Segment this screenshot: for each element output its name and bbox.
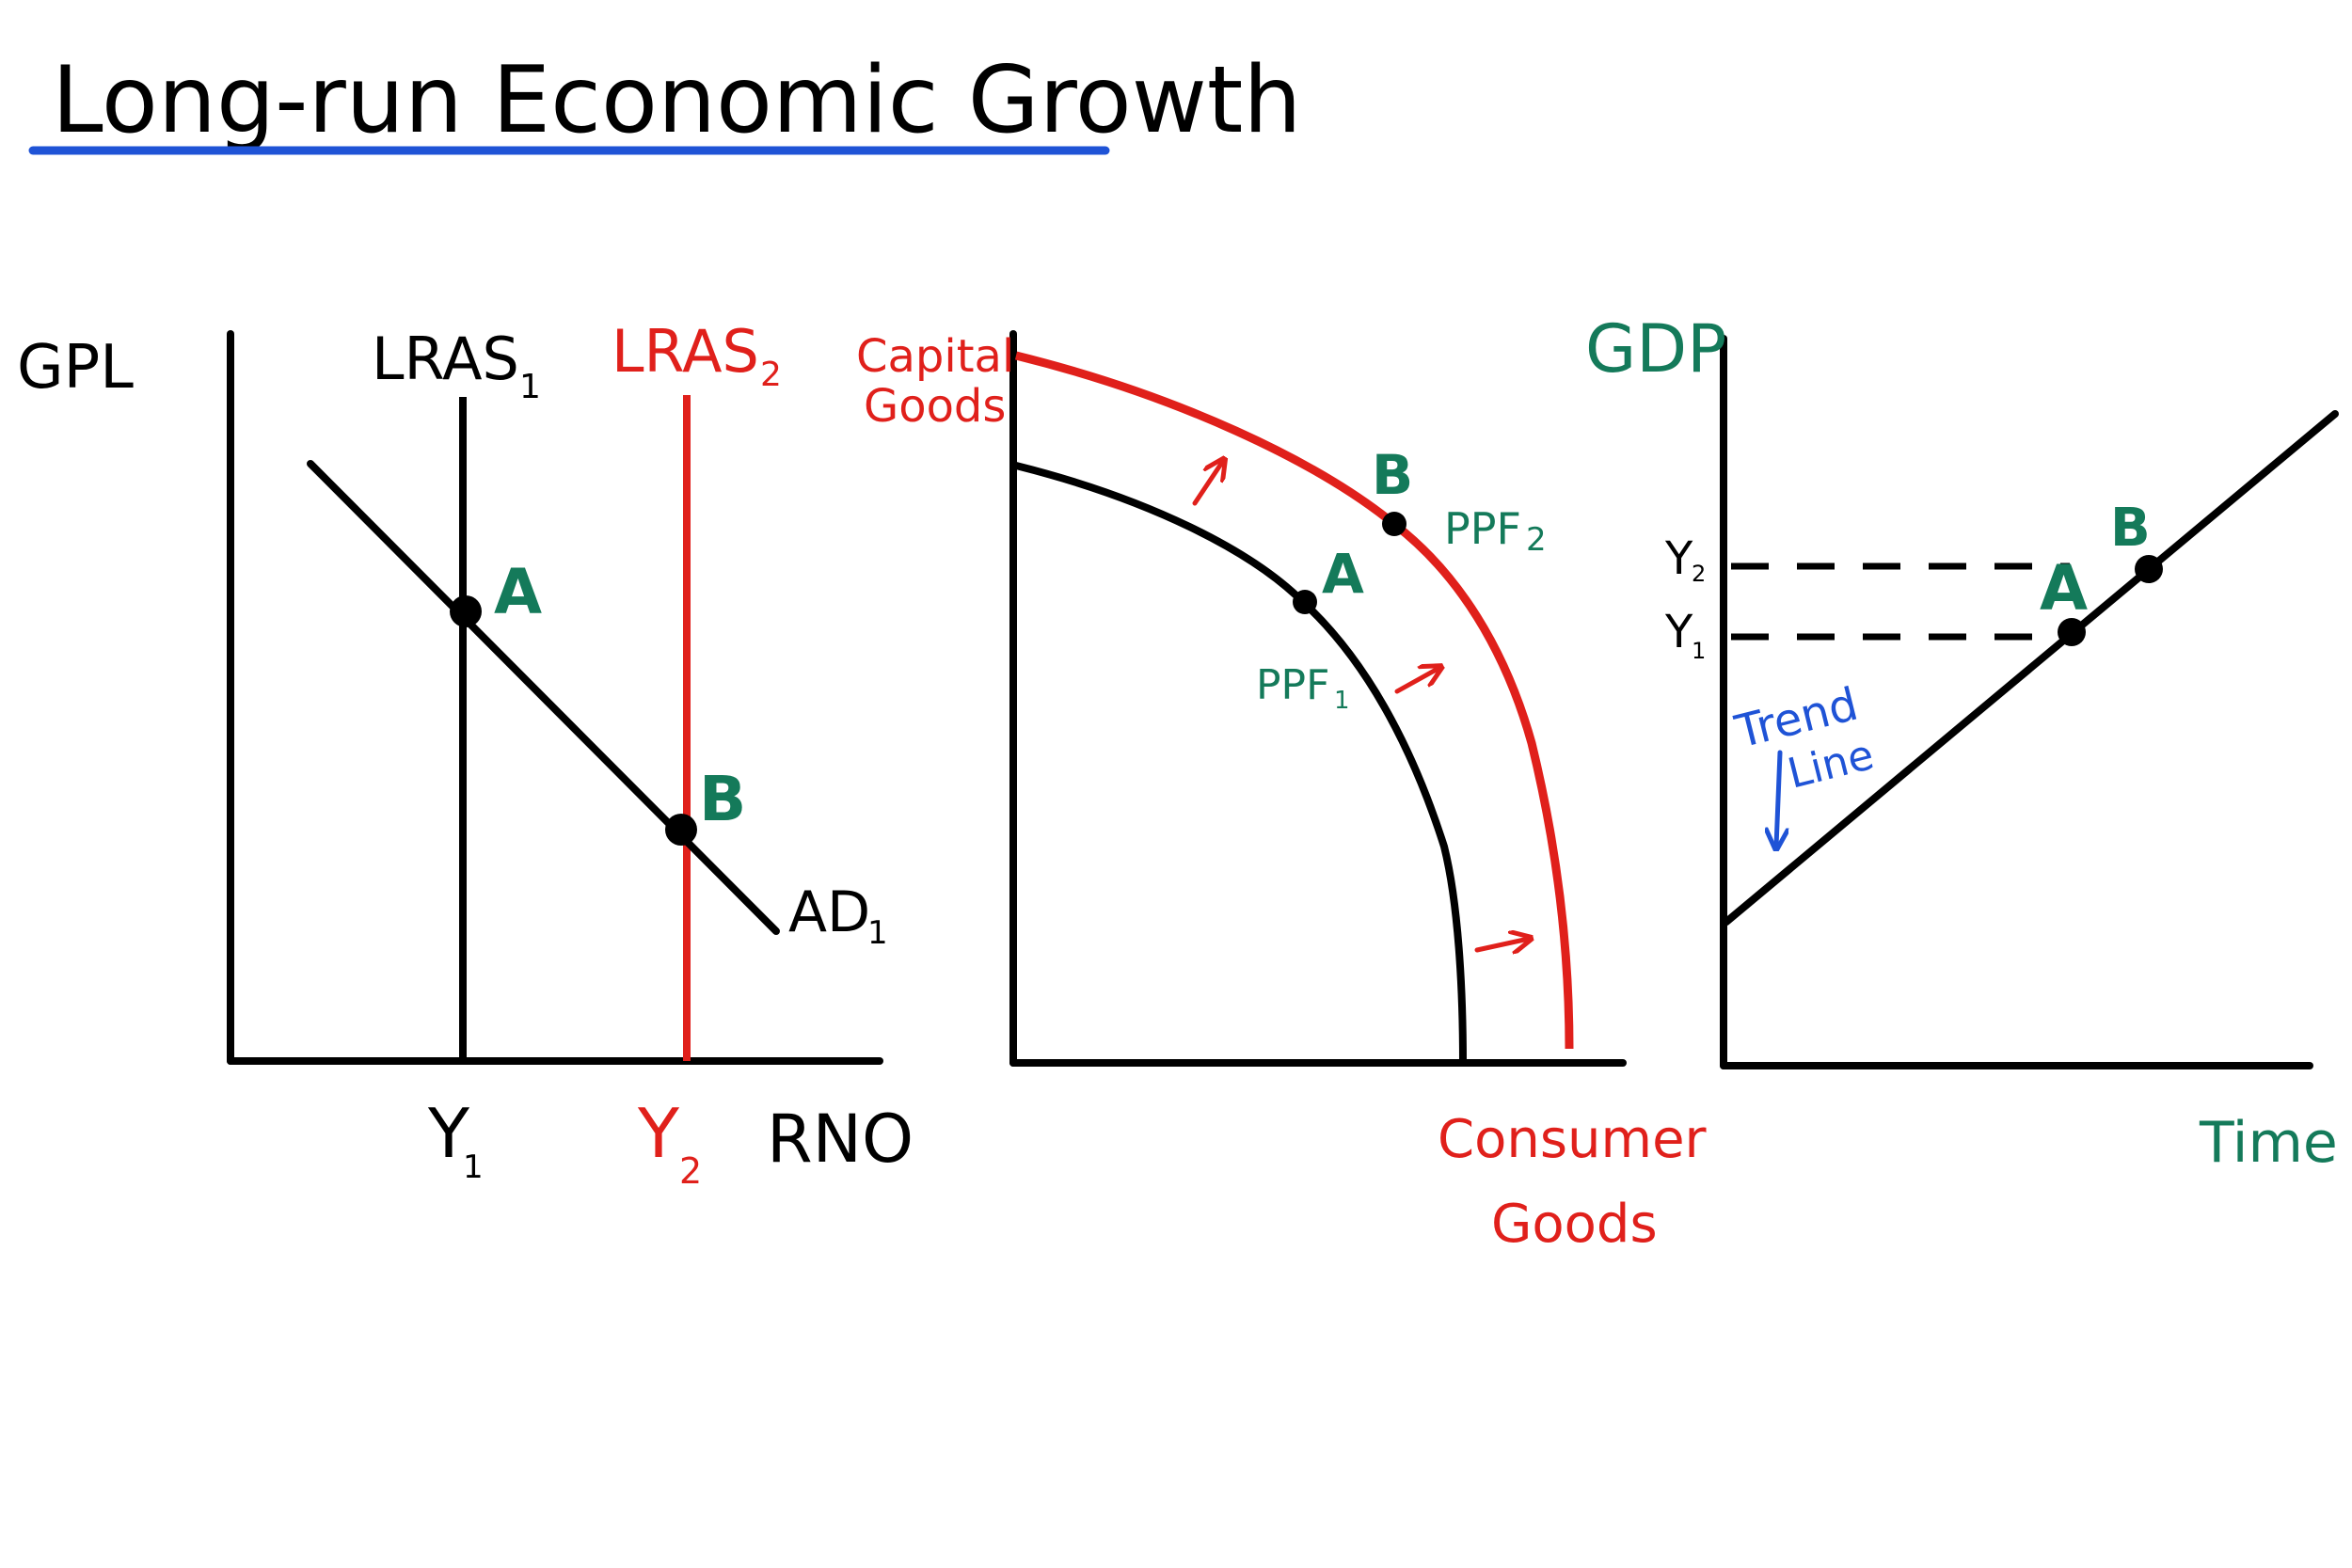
ppf2-curve: [1014, 351, 1574, 1050]
panel1-point-b-label: B: [699, 763, 746, 835]
down-arrow-icon: [1776, 750, 1780, 847]
panel-ppf: Capital Goods Consumer Goods A B PPF 1 P…: [856, 330, 1708, 1255]
panel3-point-b-label: B: [2110, 498, 2151, 559]
panel2-point-b: [1382, 512, 1406, 536]
ppf2-subscript: 2: [1526, 521, 1547, 559]
panel2-x-axis-label-line2: Goods: [1491, 1194, 1658, 1255]
panel3-y-axis-label: GDP: [1585, 310, 1726, 388]
panel3-y2-subscript: 2: [1692, 561, 1706, 587]
panel3-point-b: [2135, 555, 2163, 583]
lras1-subscript: 1: [519, 368, 541, 406]
ad1-subscript: 1: [867, 914, 888, 952]
panel1-y2-label: Y: [637, 1094, 680, 1173]
ppf2-label: PPF: [1444, 503, 1521, 554]
panel3-point-a-label: A: [2040, 552, 2088, 625]
panel1-y1-label: Y: [427, 1094, 470, 1173]
lras2-subscript: 2: [760, 356, 782, 394]
page-title: Long-run Economic Growth: [52, 47, 1301, 154]
panel-ad-lras: GPL LRAS 1 LRAS 2 AD 1 A B Y 1 Y 2 RNO: [17, 317, 914, 1192]
panel3-x-axis-label: Time: [2199, 1110, 2338, 1176]
panel2-point-a-label: A: [1322, 542, 1364, 606]
trend-line: [1723, 410, 2339, 926]
panel2-point-a: [1293, 590, 1317, 614]
lras1-label: LRAS: [372, 325, 519, 393]
panel3-y1-label: Y: [1664, 606, 1693, 658]
lras2-label: LRAS: [612, 317, 759, 386]
panel3-point-a: [2058, 618, 2086, 646]
panel3-y1-subscript: 1: [1692, 638, 1706, 664]
panel-gdp-trend: GDP Time Y 2 Y 1 A B Trend Line: [1585, 310, 2339, 1176]
panel1-y2-subscript: 2: [679, 1150, 702, 1192]
shift-arrow-icon: [1474, 939, 1529, 950]
panel2-point-b-label: B: [1372, 443, 1413, 507]
ad1-curve: [307, 460, 780, 935]
ppf1-label: PPF: [1256, 661, 1329, 709]
panel2-x-axis-label-line1: Consumer: [1438, 1109, 1708, 1170]
panel1-point-a: [450, 595, 482, 627]
panel1-y-axis-label: GPL: [17, 333, 134, 403]
shift-arrow-icon: [1394, 668, 1439, 694]
panel1-point-b: [665, 814, 697, 846]
panel1-y1-subscript: 1: [463, 1148, 484, 1186]
panel3-y2-label: Y: [1664, 532, 1693, 585]
shift-arrow-icon: [1192, 461, 1223, 506]
panel2-y-axis-label-line2: Goods: [864, 380, 1006, 433]
panel1-x-axis-label: RNO: [767, 1101, 914, 1178]
panel2-y-axis-label-line1: Capital: [856, 330, 1014, 383]
ppf1-curve: [1015, 462, 1467, 1064]
panel1-point-a-label: A: [494, 556, 542, 628]
ad1-label: AD: [788, 879, 870, 945]
ppf1-subscript: 1: [1334, 687, 1350, 715]
